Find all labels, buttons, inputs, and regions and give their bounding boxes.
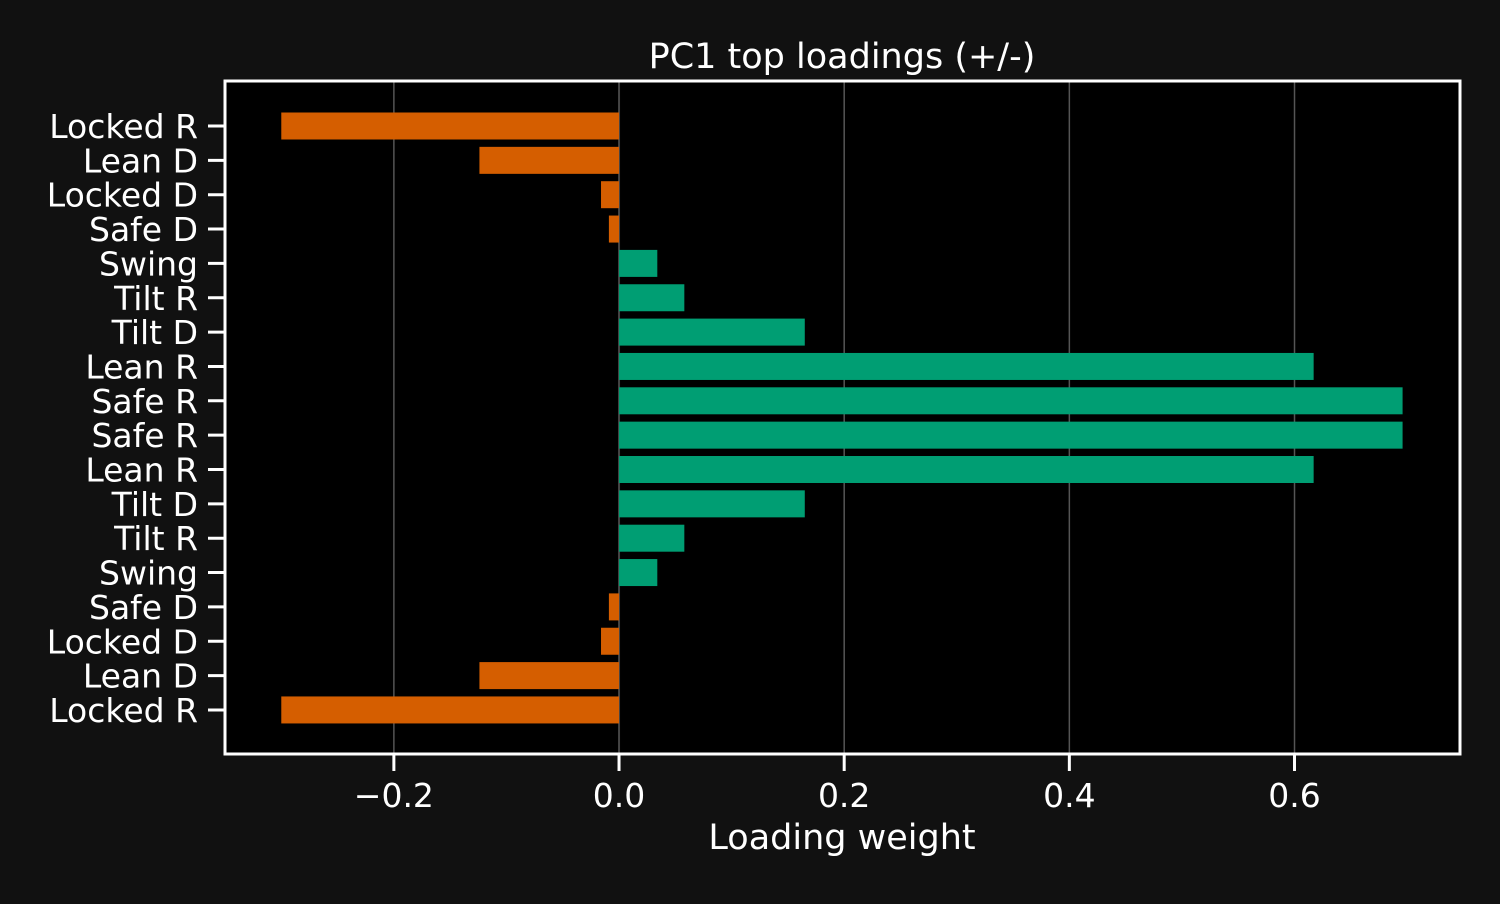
y-tick-label: Swing — [99, 554, 198, 593]
bar — [281, 112, 620, 140]
bar — [479, 146, 620, 174]
y-tick-label: Locked R — [49, 107, 198, 146]
bar — [619, 249, 658, 277]
y-tick-label: Safe R — [91, 382, 198, 421]
x-tick-label: −0.2 — [354, 776, 434, 815]
y-tick-label: Swing — [99, 244, 198, 283]
y-tick-label: Tilt R — [113, 519, 198, 558]
x-tick-label: 0.6 — [1268, 776, 1320, 815]
chart-title: PC1 top loadings (+/-) — [649, 37, 1036, 77]
plot-frame — [223, 79, 1462, 756]
x-tick-label: 0.2 — [818, 776, 870, 815]
bar — [608, 593, 620, 621]
y-tick-label: Locked D — [47, 176, 198, 215]
y-tick-label: Safe D — [89, 588, 198, 627]
bar — [619, 524, 685, 552]
y-tick-label: Locked R — [49, 691, 198, 730]
y-tick-label: Safe R — [91, 416, 198, 455]
x-tick-label: 0.0 — [593, 776, 645, 815]
bar — [619, 559, 658, 587]
x-tick-label: 0.4 — [1043, 776, 1095, 815]
y-tick-label: Lean R — [85, 451, 198, 490]
y-tick-label: Tilt D — [111, 313, 198, 352]
bar — [619, 421, 1403, 449]
plot-background — [225, 81, 1460, 754]
bar — [601, 627, 620, 655]
bar — [619, 284, 685, 312]
bar — [619, 387, 1403, 415]
x-axis-label: Loading weight — [708, 818, 975, 858]
bar — [619, 352, 1314, 380]
y-tick-label: Locked D — [47, 622, 198, 661]
bar — [619, 318, 805, 346]
y-tick-label: Lean D — [83, 657, 198, 696]
bar — [608, 215, 620, 243]
y-tick-label: Safe D — [89, 210, 198, 249]
y-tick-label: Tilt R — [113, 279, 198, 318]
bar — [619, 490, 805, 518]
bar — [479, 662, 620, 690]
bar — [281, 696, 620, 724]
y-tick-label: Tilt D — [111, 485, 198, 524]
y-tick-label: Lean R — [85, 347, 198, 386]
bar — [601, 181, 620, 209]
y-tick-label: Lean D — [83, 141, 198, 180]
bar — [619, 456, 1314, 483]
